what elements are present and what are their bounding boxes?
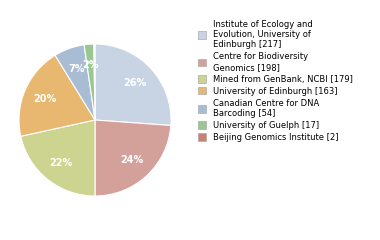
Text: 22%: 22% xyxy=(49,158,72,168)
Legend: Institute of Ecology and
Evolution, University of
Edinburgh [217], Centre for Bi: Institute of Ecology and Evolution, Univ… xyxy=(198,20,353,142)
Wedge shape xyxy=(95,120,171,196)
Text: 26%: 26% xyxy=(124,78,147,88)
Text: 20%: 20% xyxy=(33,94,56,104)
Wedge shape xyxy=(21,120,95,196)
Wedge shape xyxy=(55,45,95,120)
Text: 7%: 7% xyxy=(68,64,85,74)
Text: 2%: 2% xyxy=(82,60,99,71)
Wedge shape xyxy=(94,44,95,120)
Text: 24%: 24% xyxy=(121,155,144,165)
Wedge shape xyxy=(84,44,95,120)
Wedge shape xyxy=(19,55,95,136)
Wedge shape xyxy=(95,44,171,126)
